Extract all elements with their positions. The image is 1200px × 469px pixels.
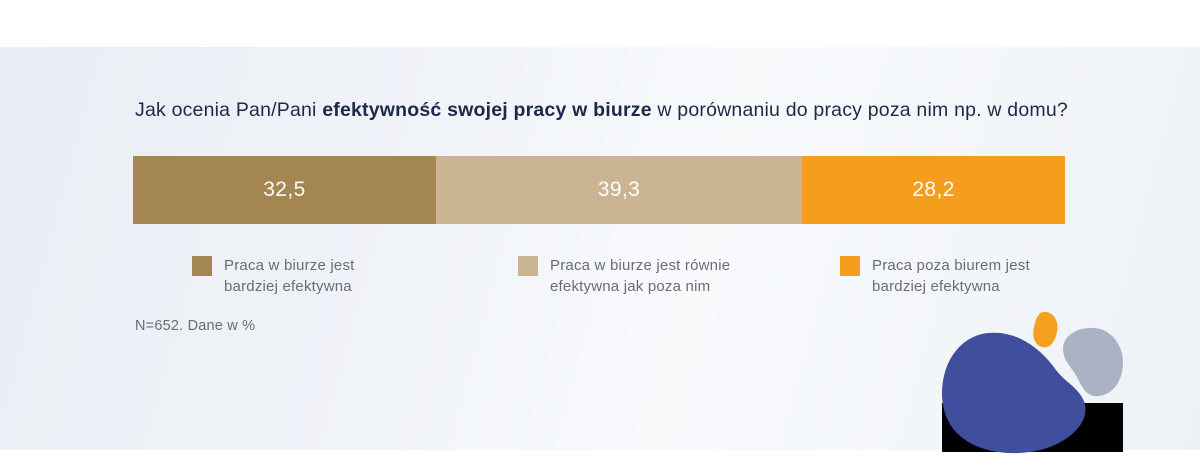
bar-segment-office-more-effective: 32,5 — [133, 156, 436, 224]
bar-value-label: 28,2 — [912, 178, 955, 201]
bar-segment-outside-more-effective: 28,2 — [802, 156, 1065, 224]
gray-blob-shape — [1063, 327, 1123, 397]
stacked-bar: 32,5 39,3 28,2 — [133, 156, 1065, 224]
legend-item-equally-effective: Praca w biurze jest równie efektywna jak… — [518, 255, 730, 297]
chart-title-prefix: Jak ocenia Pan/Pani — [135, 99, 323, 121]
decorative-blobs — [941, 311, 1123, 454]
legend-item-outside-more-effective: Praca poza biurem jest bardziej efektywn… — [840, 255, 1030, 297]
legend-label-line: bardziej efektywna — [872, 278, 1000, 295]
bar-segment-equally-effective: 39,3 — [435, 156, 803, 224]
bar-value-label: 32,5 — [263, 178, 306, 201]
sample-size-note: N=652. Dane w % — [135, 318, 256, 334]
bar-value-label: 39,3 — [597, 178, 641, 201]
chart-title-suffix: w porównaniu do pracy poza nim np. w dom… — [651, 99, 1068, 121]
legend-swatch-brown — [192, 256, 212, 276]
legend-label-line: bardziej efektywna — [224, 278, 352, 295]
legend-label: Praca w biurze jest bardziej efektywna — [224, 255, 355, 297]
legend-swatch-orange — [840, 256, 860, 276]
legend-item-office-more-effective: Praca w biurze jest bardziej efektywna — [192, 255, 355, 297]
legend-label-line: Praca w biurze jest — [224, 257, 355, 274]
blue-blob-shape — [941, 332, 1086, 454]
legend-label-line: Praca poza biurem jest — [872, 257, 1030, 274]
chart-title: Jak ocenia Pan/Pani efektywność swojej p… — [135, 97, 1175, 124]
legend-label: Praca w biurze jest równie efektywna jak… — [550, 255, 730, 297]
chart-title-bold: efektywność swojej pracy w biurze — [322, 99, 652, 121]
legend-label: Praca poza biurem jest bardziej efektywn… — [872, 255, 1030, 297]
legend-label-line: Praca w biurze jest równie — [550, 257, 731, 274]
legend-swatch-beige — [518, 256, 538, 276]
orange-blob-shape — [1033, 311, 1058, 348]
legend-label-line: efektywna jak poza nim — [550, 278, 711, 295]
